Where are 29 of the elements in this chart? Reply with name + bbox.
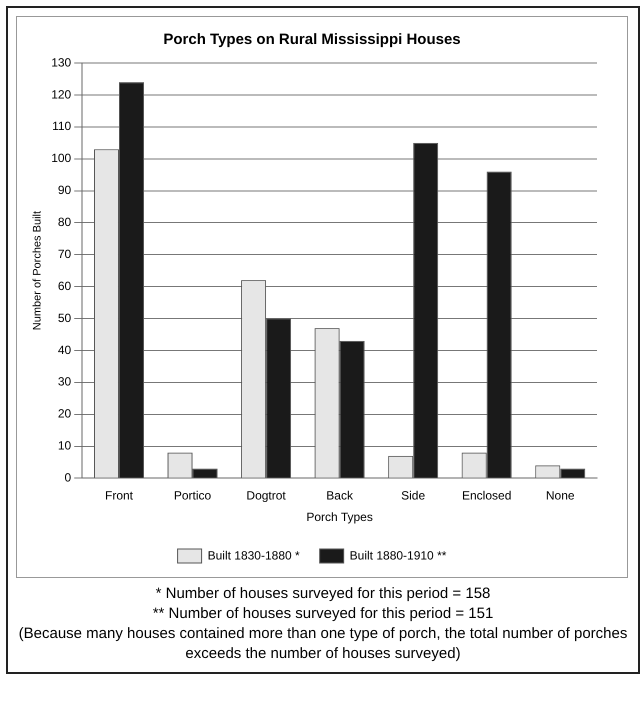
y-tick-label: 20 [58,406,72,421]
x-tick-label: None [546,488,575,503]
y-tick-label: 50 [58,310,72,325]
x-tick-label: Side [401,488,426,503]
chart-title: Porch Types on Rural Mississippi Houses [163,31,461,48]
y-tick-label: 70 [58,246,72,261]
y-tick-label: 80 [58,215,72,230]
x-tick-label: Portico [174,488,212,503]
y-tick-label: 130 [51,55,72,70]
y-tick-label: 0 [64,470,72,485]
y-tick-label: 40 [58,342,72,357]
x-tick-label: Enclosed [462,488,512,503]
y-tick-label: 110 [52,119,72,134]
x-tick-label: Back [326,488,354,503]
y-tick-label: 10 [58,438,72,453]
y-tick-label: 60 [58,278,72,293]
y-axis-title: Number of Porches Built [32,210,44,330]
x-tick-label: Dogtrot [246,488,286,503]
x-axis-title: Porch Types [306,510,373,524]
legend-label: Built 1880-1910 ** [350,548,447,562]
x-tick-label: Front [104,488,134,503]
text: ** Number of houses surveyed for this period = 151 [152,604,494,624]
y-tick-label: 90 [58,183,72,198]
y-tick-label: 30 [58,374,72,389]
text: * Number of houses surveyed for this period = 158 [154,584,492,604]
y-tick-label: 100 [51,151,72,166]
y-tick-label: 120 [51,87,72,102]
text: (Because many houses contained more than one type of porch, the total number of porches exceeds the number of houses surveyed) [18,624,628,664]
legend-label: Built 1830-1880 * [208,548,300,562]
